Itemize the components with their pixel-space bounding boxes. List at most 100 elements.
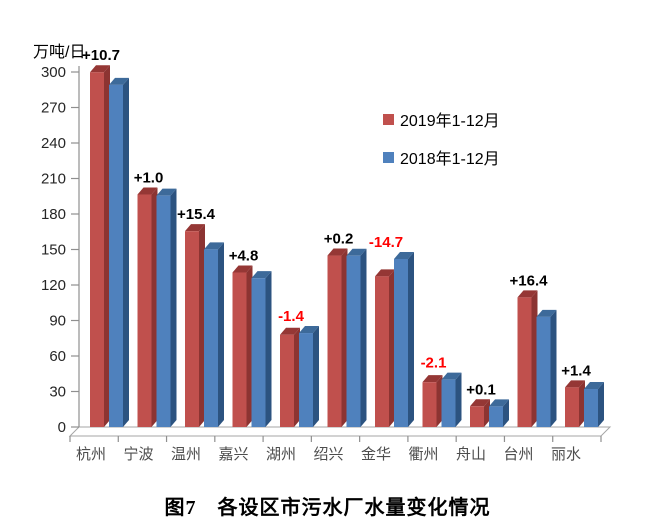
category-label-5: 绍兴 — [313, 446, 343, 463]
bar-2019-3 — [232, 272, 247, 427]
category-label-8: 舟山 — [456, 446, 486, 463]
bar-group-0: +10.7 杭州 — [76, 47, 129, 463]
bar-side-2019-5 — [341, 248, 348, 427]
bar-side-2019-7 — [436, 375, 443, 427]
bar-group-5: +0.2 绍兴 — [313, 231, 367, 463]
bar-top-2019-4 — [280, 327, 300, 335]
bar-top-2018-3 — [251, 271, 272, 279]
bar-side-2019-1 — [151, 187, 158, 427]
bar-2019-7 — [422, 382, 437, 427]
bar-side-2018-1 — [170, 188, 177, 427]
bar-top-2018-8 — [489, 399, 509, 407]
diff-label-10: +1.4 — [561, 362, 591, 379]
bar-group-4: -1.4 湖州 — [266, 308, 319, 463]
category-label-1: 宁波 — [123, 446, 153, 463]
bar-side-2019-3 — [246, 265, 253, 427]
figure-caption: 图7 各设区市污水厂水量变化情况 — [164, 497, 491, 519]
bar-2019-6 — [375, 276, 389, 427]
legend-swatch-2018-icon — [383, 151, 394, 163]
diff-label-1: +1.0 — [134, 169, 164, 186]
y-tick-label-300: 300 — [41, 64, 66, 81]
bar-2018-9 — [536, 316, 551, 427]
bar-top-2019-2 — [185, 224, 205, 232]
diff-label-9: +16.4 — [510, 272, 549, 289]
bar-top-2019-9 — [517, 290, 538, 298]
bar-top-2018-4 — [299, 326, 319, 334]
diff-label-3: +4.8 — [229, 247, 259, 264]
bar-top-2019-10 — [565, 380, 585, 388]
bar-top-2019-7 — [422, 375, 443, 383]
legend-swatch-2019-icon — [383, 113, 394, 125]
bar-side-2018-6 — [408, 251, 414, 427]
bar-2018-0 — [109, 84, 123, 428]
diff-label-7: -2.1 — [421, 355, 447, 372]
bar-2019-2 — [185, 231, 199, 427]
y-tick-label-60: 60 — [49, 348, 66, 365]
bar-top-2019-3 — [232, 265, 253, 273]
bar-top-2018-10 — [584, 382, 604, 390]
y-tick-label-120: 120 — [41, 277, 66, 294]
bar-chart: 0 30 60 90 120 150 180 210 240 270 300 +10.7 杭州 +1.0 宁… — [41, 47, 612, 463]
y-tick-label-210: 210 — [41, 171, 66, 188]
bar-2019-1 — [137, 194, 152, 427]
chart-floor — [68, 426, 612, 437]
y-axis-unit-label: 万吨/日 — [33, 44, 86, 61]
bar-2019-0 — [90, 72, 104, 427]
category-label-2: 温州 — [171, 446, 201, 463]
legend-item-2019: 2019年1-12月 — [383, 107, 500, 131]
category-label-7: 衢州 — [408, 446, 438, 463]
bar-side-2019-2 — [199, 224, 205, 427]
bar-top-2018-7 — [441, 372, 462, 380]
bar-side-2018-8 — [503, 399, 509, 427]
category-label-9: 台州 — [503, 446, 533, 463]
bar-2018-7 — [441, 379, 456, 427]
diff-label-8: +0.1 — [466, 381, 496, 398]
bar-top-2019-6 — [375, 269, 395, 277]
bar-side-2018-7 — [455, 372, 462, 427]
bar-2019-10 — [565, 387, 579, 427]
bar-side-2018-10 — [598, 382, 604, 427]
bar-top-2019-1 — [137, 187, 158, 195]
diff-label-4: -1.4 — [278, 308, 305, 325]
bar-group-9: +16.4 台州 — [503, 272, 557, 463]
bar-2019-9 — [517, 297, 532, 427]
bar-2018-5 — [346, 255, 361, 427]
legend: 2019年1-12月 2018年1-12月 — [383, 107, 500, 169]
bar-group-3: +4.8 嘉兴 — [218, 247, 272, 463]
diff-label-0: +10.7 — [82, 47, 120, 64]
bar-side-2019-6 — [389, 269, 395, 427]
bar-side-2019-9 — [531, 290, 538, 427]
bar-top-2018-0 — [109, 77, 129, 85]
y-tick-label-90: 90 — [49, 313, 66, 330]
bar-side-2018-9 — [550, 309, 557, 427]
bar-top-2019-0 — [90, 65, 110, 73]
bar-top-2018-5 — [346, 248, 367, 256]
bar-2019-5 — [327, 255, 342, 427]
category-label-4: 湖州 — [266, 446, 296, 463]
category-label-6: 金华 — [361, 446, 391, 463]
category-label-10: 丽水 — [551, 446, 581, 463]
bar-group-7: -2.1 衢州 — [408, 355, 462, 463]
diff-label-6: -14.7 — [369, 234, 403, 251]
bar-side-2018-2 — [218, 242, 224, 427]
bar-2018-4 — [299, 333, 313, 427]
legend-label-2019: 2019年1-12月 — [400, 113, 500, 130]
y-tick-label-150: 150 — [41, 242, 66, 259]
bar-2018-1 — [156, 195, 171, 427]
bar-group-2: +15.4 温州 — [171, 206, 224, 463]
bar-group-10: +1.4 丽水 — [551, 362, 604, 463]
bar-2019-8 — [470, 406, 484, 427]
bar-side-2019-4 — [294, 327, 300, 427]
category-label-3: 嘉兴 — [218, 446, 248, 463]
bar-side-2019-0 — [104, 65, 110, 427]
diff-label-5: +0.2 — [324, 231, 354, 248]
bar-top-2019-5 — [327, 248, 348, 256]
bar-side-2018-5 — [360, 248, 367, 427]
legend-label-2018: 2018年1-12月 — [400, 151, 500, 168]
bar-top-2018-2 — [204, 242, 224, 250]
bar-2018-6 — [394, 258, 408, 427]
y-tick-label-270: 270 — [41, 100, 66, 117]
diff-label-2: +15.4 — [177, 206, 216, 223]
bar-side-2018-0 — [123, 77, 129, 428]
bar-side-2018-3 — [265, 271, 272, 427]
